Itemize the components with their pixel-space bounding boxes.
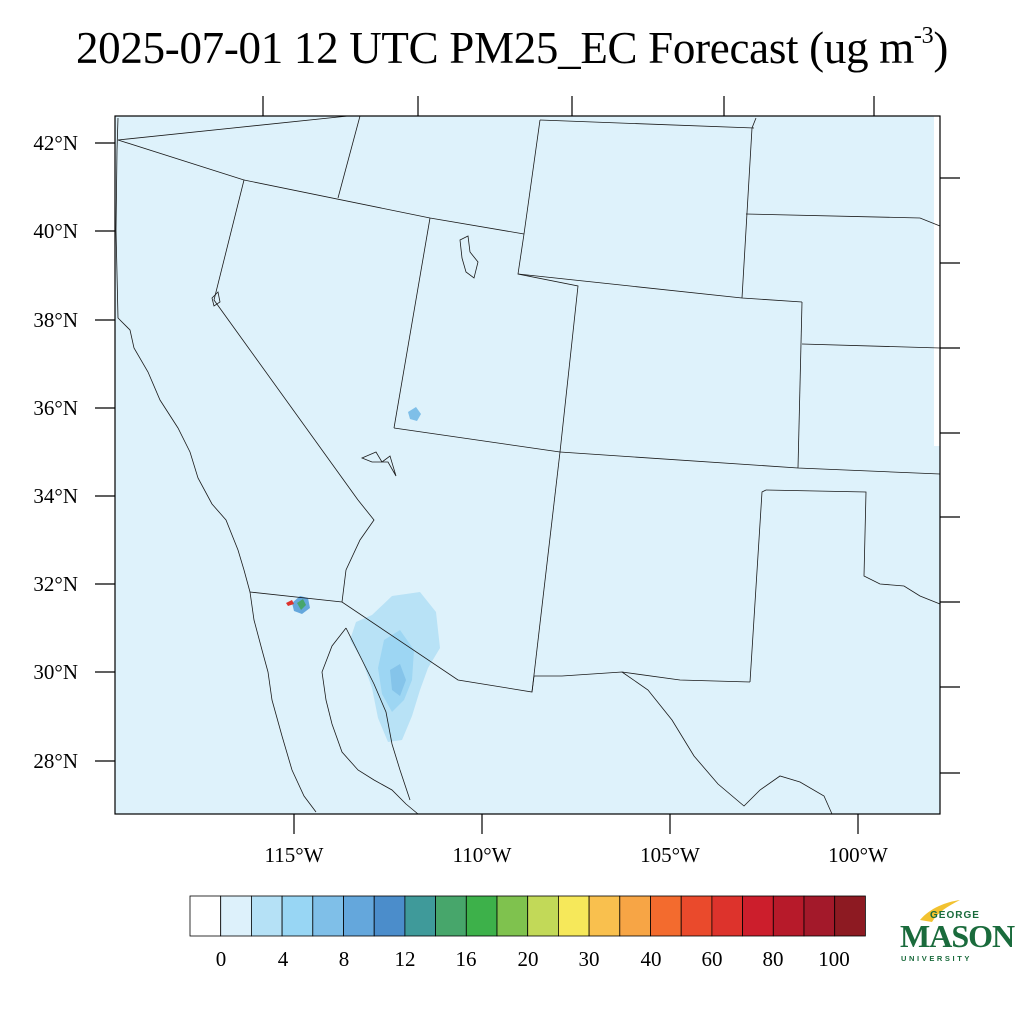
gmu-logo: GEORGE MASON UNIVERSITY — [896, 898, 1015, 970]
colorbar-box — [404, 895, 436, 937]
border-mt-north — [539, 119, 755, 129]
lat-label: 42°N — [33, 131, 78, 155]
colorbar-box — [465, 895, 498, 937]
pm25-contours — [286, 407, 440, 742]
lat-label: 38°N — [33, 308, 78, 332]
colorbar-box — [527, 895, 559, 937]
contour-plume-inner — [390, 664, 406, 696]
map-background — [115, 116, 940, 814]
map-frame — [114, 115, 941, 815]
colorbar-label: 100 — [818, 947, 850, 971]
logo-line-university: UNIVERSITY — [901, 954, 973, 963]
coastline-baja-west — [249, 591, 317, 813]
colorbar-box — [496, 895, 529, 937]
lat-label: 30°N — [33, 660, 78, 684]
colorbar-box — [189, 895, 222, 937]
contour-fire-inner — [297, 599, 306, 610]
contour-fire-peak — [286, 600, 294, 606]
border-nv-ut — [393, 217, 431, 429]
logo-line-george: GEORGE — [930, 910, 980, 921]
title-suffix: ) — [933, 23, 949, 73]
lat-label: 36°N — [33, 396, 78, 420]
lake-great-salt — [459, 235, 479, 279]
title-superscript: -3 — [913, 23, 934, 49]
logo-flame-icon — [920, 900, 960, 922]
lat-label: 40°N — [33, 219, 78, 243]
colorbar-labels: 0 4 8 12 16 20 30 40 60 80 100 — [216, 947, 850, 971]
colorbar-box — [343, 895, 375, 937]
colorbar-label: 4 — [278, 947, 289, 971]
colorbar-box — [742, 895, 774, 937]
border-az-north — [393, 427, 561, 453]
title-text: 2025-07-01 12 UTC PM25_EC Forecast (ug m — [75, 23, 914, 73]
lake-mead — [360, 451, 397, 477]
border-co-east — [797, 301, 803, 469]
colorbar-box — [772, 895, 805, 937]
border-or-north — [117, 115, 349, 141]
border-nm-tx — [749, 489, 767, 683]
colorbar-box — [834, 895, 866, 937]
border-sd-ne — [745, 213, 941, 227]
lon-label: 115°W — [265, 843, 324, 867]
colorbar-label: 12 — [395, 947, 416, 971]
coastline-california — [115, 117, 251, 593]
map-edge-strip — [934, 116, 940, 446]
tick-marks — [95, 96, 960, 834]
colorbar-box — [220, 895, 252, 937]
colorbar-label: 16 — [456, 947, 477, 971]
colorbar-box — [250, 895, 283, 937]
coastline-baja-east — [321, 627, 419, 815]
colorbar-label: 8 — [339, 947, 350, 971]
contour-utah-spot — [408, 407, 421, 421]
lat-label: 32°N — [33, 572, 78, 596]
colorbar-label: 0 — [216, 947, 227, 971]
river-rio-grande — [621, 671, 833, 815]
boundaries — [115, 115, 941, 815]
colorbar-box — [803, 895, 836, 937]
lat-label: 28°N — [33, 749, 78, 773]
border-ks-ne — [801, 343, 941, 349]
coastline-sonora — [345, 627, 411, 801]
colorbar-box — [588, 895, 621, 937]
logo-line-mason: MASON — [900, 918, 1015, 954]
colorbar-label: 80 — [763, 947, 784, 971]
colorbar-label: 20 — [518, 947, 539, 971]
lon-label: 105°W — [640, 843, 700, 867]
colorbar-box — [373, 895, 406, 937]
lon-label: 100°W — [828, 843, 888, 867]
border-az-nm — [531, 451, 561, 693]
border-tx-ok — [765, 489, 941, 605]
colorbar-box — [680, 895, 713, 937]
longitude-labels: 115°W 110°W 105°W 100°W — [265, 843, 889, 867]
border-id-wy — [337, 115, 361, 199]
colorbar-box — [435, 895, 467, 937]
lake-tahoe — [211, 291, 221, 307]
colorbar-box — [558, 895, 590, 937]
map-title: 2025-07-01 12 UTC PM25_EC Forecast (ug m… — [0, 22, 1024, 74]
border-az-ca — [341, 499, 375, 603]
colorbar-label: 30 — [579, 947, 600, 971]
colorbar-box — [281, 895, 314, 937]
colorbar-label: 60 — [702, 947, 723, 971]
colorbar-label: 40 — [641, 947, 662, 971]
colorbar-box — [711, 895, 744, 937]
colorbar-box — [312, 895, 344, 937]
colorbar-box — [619, 895, 651, 937]
latitude-labels: 42°N 40°N 38°N 36°N 34°N 32°N 30°N 28°N — [33, 131, 78, 773]
colorbar-box — [650, 895, 682, 937]
lat-label: 34°N — [33, 484, 78, 508]
colorbar — [189, 895, 866, 937]
border-ca-nv — [117, 139, 359, 501]
lon-label: 110°W — [453, 843, 512, 867]
